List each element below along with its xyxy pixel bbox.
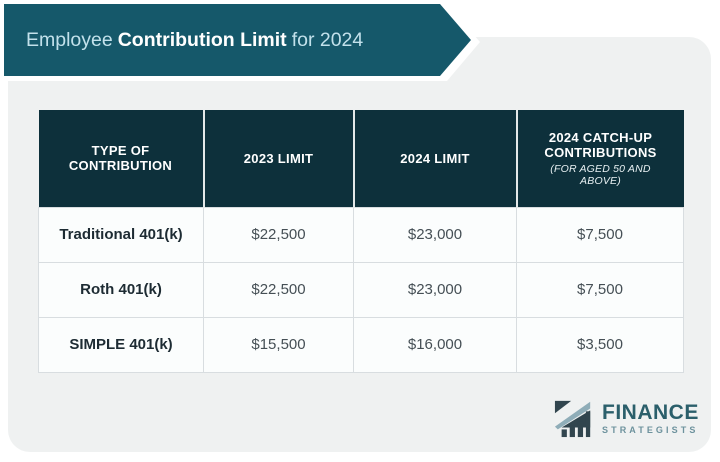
column-header-type-of-contribution: TYPE OF CONTRIBUTION (38, 110, 205, 207)
column-header-label: TYPE OF CONTRIBUTION (68, 143, 173, 174)
cell-2024-limit: $23,000 (353, 261, 517, 318)
table-row-simple-401k: SIMPLE 401(k) $15,500 $16,000 $3,500 (38, 316, 684, 373)
logo-subname: STRATEGISTS (602, 424, 699, 435)
cell-2024-limit: $23,000 (353, 206, 517, 263)
cell-2023-limit: $22,500 (203, 206, 354, 263)
header-row: TYPE OF CONTRIBUTION 2023 LIMIT 2024 LIM… (38, 110, 684, 207)
banner-text-highlight: Contribution Limit (117, 28, 287, 51)
cell-catch-up: $7,500 (516, 261, 684, 318)
banner-text-prefix: Employee (26, 28, 113, 51)
column-header-2024-limit: 2024 LIMIT (353, 110, 518, 207)
row-label: Roth 401(k) (38, 261, 204, 318)
cell-2023-limit: $22,500 (203, 261, 354, 318)
logo-name: FINANCE (602, 400, 699, 424)
banner-text-suffix: for 2024 (291, 28, 364, 51)
logo-text: FINANCE STRATEGISTS (602, 402, 699, 435)
row-label: Traditional 401(k) (38, 206, 204, 263)
cell-2024-limit: $16,000 (353, 316, 517, 373)
table-row-traditional-401k: Traditional 401(k) $22,500 $23,000 $7,50… (38, 206, 684, 263)
column-header-sublabel: (FOR AGED 50 AND ABOVE) (550, 162, 651, 187)
column-header-label: 2023 LIMIT (243, 150, 314, 166)
finance-strategists-logo: FINANCE STRATEGISTS (552, 398, 699, 438)
cell-catch-up: $7,500 (516, 206, 684, 263)
cell-catch-up: $3,500 (516, 316, 684, 373)
table-row-roth-401k: Roth 401(k) $22,500 $23,000 $7,500 (38, 261, 684, 318)
column-header-label: 2024 LIMIT (400, 150, 470, 166)
bar-chart-growth-icon (554, 400, 591, 438)
title-banner: Employee Contribution Limit for 2024 (4, 4, 471, 76)
column-header-catch-up: 2024 CATCH-UP CONTRIBUTIONS (FOR AGED 50… (516, 110, 684, 207)
row-label: SIMPLE 401(k) (38, 316, 204, 373)
column-header-label: 2024 CATCH-UP CONTRIBUTIONS (544, 129, 657, 160)
cell-2023-limit: $15,500 (203, 316, 354, 373)
contribution-limits-table: TYPE OF CONTRIBUTION 2023 LIMIT 2024 LIM… (38, 110, 684, 373)
column-header-2023-limit: 2023 LIMIT (203, 110, 355, 207)
